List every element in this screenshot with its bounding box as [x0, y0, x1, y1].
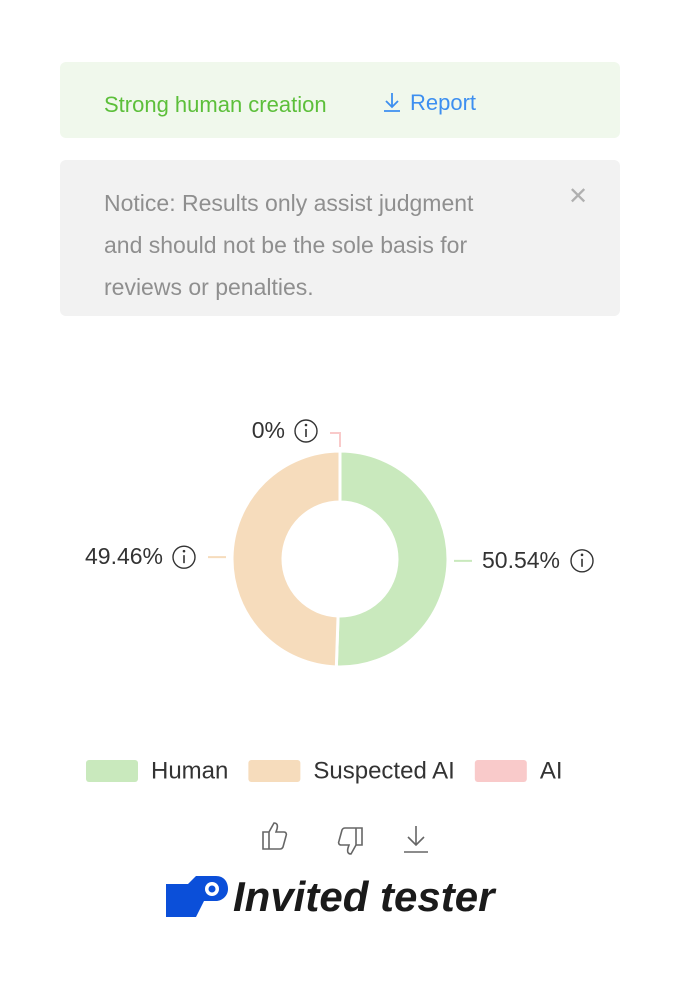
info-icon[interactable] — [172, 545, 196, 569]
value-label: 50.54% — [482, 547, 560, 573]
result-banner: Strong human creation Report — [60, 62, 620, 138]
leader-line — [330, 432, 341, 447]
notice-line: reviews or penalties. — [104, 274, 314, 300]
badge-icon — [166, 876, 228, 917]
report-label[interactable]: Report — [410, 90, 477, 115]
legend-swatch[interactable] — [474, 760, 527, 782]
donut-segment[interactable] — [334, 449, 450, 669]
value-label: 0% — [252, 417, 285, 443]
badge-text: Invited tester — [233, 873, 497, 920]
notice-line: Notice: Results only assist judgment — [104, 190, 474, 216]
info-icon — [182, 549, 186, 553]
legend-label[interactable]: Suspected AI — [313, 757, 454, 784]
result-text: Strong human creation — [104, 92, 327, 117]
donut-segment[interactable] — [230, 449, 342, 669]
close-button[interactable]: ✕ — [568, 183, 589, 210]
legend-label[interactable]: Human — [151, 757, 228, 784]
legend-swatch[interactable] — [86, 760, 138, 782]
info-icon — [580, 553, 584, 557]
download-button[interactable] — [404, 826, 428, 853]
legend-label[interactable]: AI — [540, 757, 563, 784]
thumbs-down[interactable] — [337, 827, 363, 855]
info-icon — [304, 423, 308, 427]
notice-line: and should not be the sole basis for — [104, 232, 468, 258]
info-icon[interactable] — [294, 419, 318, 443]
value-label: 49.46% — [85, 543, 163, 569]
report-link[interactable]: Report — [382, 90, 476, 116]
legend-swatch[interactable] — [248, 760, 301, 782]
download-icon — [384, 93, 400, 112]
notice-box: Notice: Results only assist judgment and… — [60, 160, 620, 316]
info-icon[interactable] — [570, 549, 594, 573]
notice-text: Notice: Results only assist judgment and… — [104, 182, 473, 308]
thumbs-up[interactable] — [262, 822, 288, 850]
